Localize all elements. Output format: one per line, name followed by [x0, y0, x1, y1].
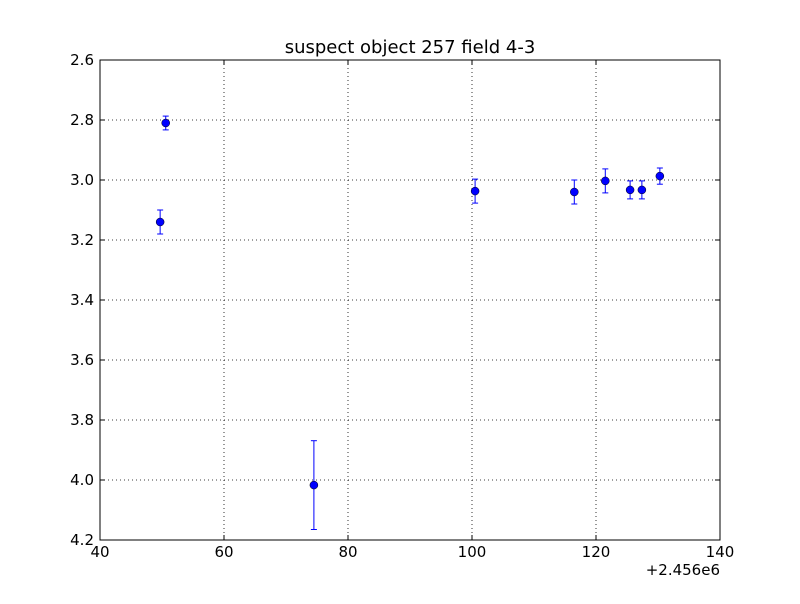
data-point	[570, 187, 579, 197]
data-point	[309, 480, 319, 490]
y-tick-label: 3.6	[70, 351, 94, 369]
data-point	[470, 186, 480, 196]
x-tick-label: 40	[90, 543, 109, 561]
y-tick-label: 2.6	[70, 51, 94, 69]
y-tick-label: 2.8	[70, 111, 94, 129]
y-tick-label: 4.2	[70, 531, 94, 549]
x-tick-label: 120	[582, 543, 611, 561]
x-tick-label: 80	[338, 543, 357, 561]
data-point	[655, 171, 665, 181]
y-tick-label: 3.4	[70, 291, 94, 309]
x-tick-label: 140	[706, 543, 735, 561]
data-point	[601, 176, 610, 186]
data-point	[155, 217, 165, 227]
x-tick-label: 100	[458, 543, 487, 561]
data-point	[625, 185, 635, 195]
y-tick-label: 3.0	[70, 171, 94, 189]
y-tick-label: 4.0	[70, 471, 94, 489]
plot-frame	[99, 59, 721, 541]
x-tick-label: 60	[214, 543, 233, 561]
data-point	[161, 118, 170, 128]
chart-title: suspect object 257 field 4-3	[285, 37, 536, 58]
y-tick-label: 3.8	[70, 411, 94, 429]
data-point	[637, 185, 647, 195]
x-offset-label: +2.456e6	[646, 561, 720, 579]
y-tick-label: 3.2	[70, 231, 94, 249]
